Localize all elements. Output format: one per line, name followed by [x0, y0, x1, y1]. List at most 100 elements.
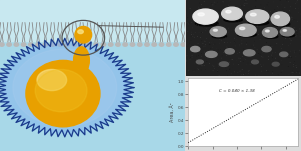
Point [203, 29, 208, 32]
Point [293, 65, 298, 67]
Point [273, 56, 278, 58]
Point [245, 2, 250, 5]
Ellipse shape [78, 30, 83, 34]
Point [259, 39, 264, 41]
Point [238, 19, 243, 21]
Point [203, 68, 208, 71]
Point [236, 13, 240, 16]
Point [237, 23, 242, 26]
Point [290, 18, 295, 21]
Circle shape [108, 42, 114, 47]
Ellipse shape [193, 9, 218, 24]
Point [197, 31, 201, 33]
Point [268, 10, 273, 13]
Point [233, 42, 238, 44]
Point [232, 18, 237, 21]
Point [197, 50, 202, 53]
Point [245, 50, 250, 52]
Point [292, 71, 296, 73]
Point [189, 31, 194, 33]
Bar [0, 41, 185, 151]
Point [216, 65, 221, 67]
Point [295, 67, 299, 70]
Circle shape [35, 42, 41, 47]
Point [244, 0, 249, 2]
Point [238, 61, 243, 63]
Point [288, 6, 293, 8]
Point [256, 45, 261, 47]
Point [281, 41, 286, 43]
Point [295, 0, 300, 1]
Circle shape [6, 42, 12, 47]
Point [220, 14, 225, 16]
Y-axis label: Area, Å²: Area, Å² [170, 102, 175, 122]
Point [260, 20, 265, 22]
Point [247, 25, 251, 27]
Point [248, 63, 253, 66]
Point [235, 27, 240, 29]
Point [268, 36, 273, 38]
Point [199, 52, 204, 55]
Point [246, 72, 251, 74]
Point [199, 40, 204, 42]
Point [243, 2, 247, 5]
Point [281, 12, 286, 14]
Point [260, 51, 265, 53]
Point [192, 63, 197, 65]
Point [191, 69, 196, 72]
Point [246, 62, 250, 64]
Point [200, 31, 205, 34]
Point [213, 51, 217, 54]
Point [185, 17, 190, 20]
Point [224, 45, 229, 48]
Point [226, 70, 231, 73]
Point [244, 43, 249, 46]
Point [252, 40, 257, 42]
Point [198, 11, 203, 14]
Point [216, 34, 221, 37]
Point [282, 6, 287, 9]
Point [231, 63, 236, 65]
Point [219, 49, 224, 52]
Point [290, 69, 295, 72]
Point [251, 44, 256, 46]
Point [244, 27, 248, 30]
Point [289, 16, 294, 18]
Point [212, 54, 217, 57]
Point [288, 50, 293, 52]
Point [278, 0, 283, 2]
Point [284, 54, 289, 57]
Point [252, 59, 257, 62]
Point [242, 5, 247, 7]
Point [276, 74, 281, 76]
Point [250, 45, 254, 47]
Point [259, 49, 264, 51]
Point [206, 74, 211, 76]
Ellipse shape [248, 20, 269, 25]
Point [192, 14, 197, 17]
Point [188, 56, 193, 59]
Point [213, 52, 218, 55]
Point [238, 24, 243, 27]
Point [267, 10, 272, 12]
Point [244, 11, 249, 14]
Point [293, 35, 298, 38]
Point [256, 74, 261, 77]
Point [203, 40, 207, 42]
Point [190, 22, 194, 24]
Point [280, 43, 285, 45]
Point [240, 68, 244, 71]
Point [188, 58, 192, 61]
Point [266, 1, 271, 3]
Point [268, 35, 272, 37]
Point [196, 24, 201, 27]
Point [236, 62, 241, 65]
Point [293, 31, 298, 33]
Point [262, 36, 267, 39]
Point [210, 4, 215, 6]
Point [237, 42, 242, 45]
Point [277, 22, 281, 25]
Point [184, 23, 189, 26]
Point [229, 30, 234, 32]
Circle shape [28, 42, 34, 47]
